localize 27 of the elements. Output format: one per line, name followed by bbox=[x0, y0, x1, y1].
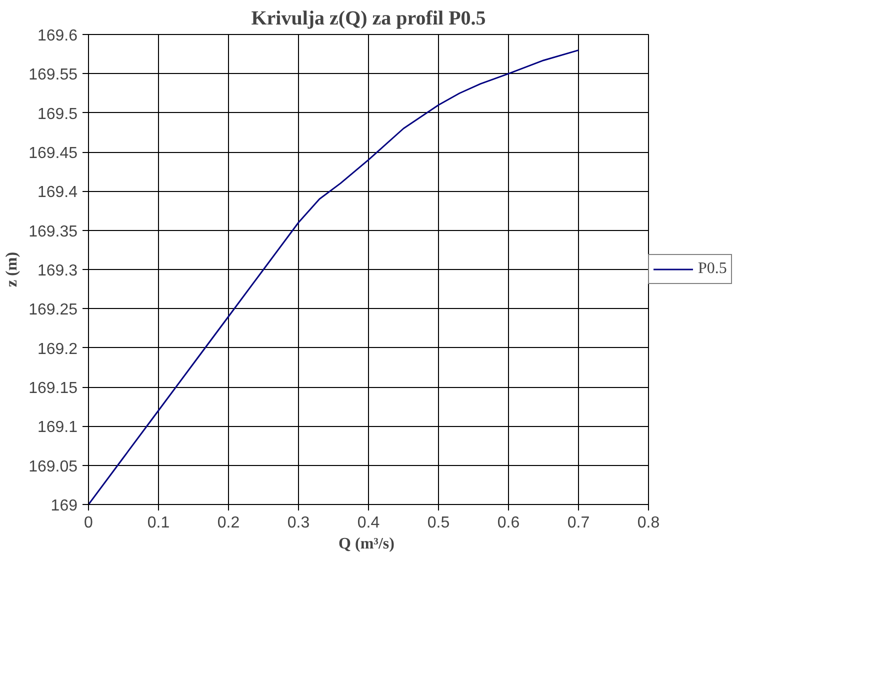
x-tick-label: 0.1 bbox=[147, 514, 170, 532]
x-tick-label: 0.6 bbox=[497, 514, 520, 532]
y-tick-label: 169.2 bbox=[37, 340, 78, 358]
x-tick-label: 0.5 bbox=[427, 514, 450, 532]
y-tick-label: 169.35 bbox=[28, 223, 78, 240]
y-tick-label: 169 bbox=[50, 498, 78, 514]
x-tick-label: 0.2 bbox=[217, 514, 240, 532]
y-tick-label: 169.45 bbox=[28, 145, 78, 162]
x-tick-label: 0 bbox=[84, 514, 94, 532]
y-tick-label: 169.55 bbox=[28, 66, 78, 84]
x-axis-title: Q (m³/s) bbox=[338, 536, 394, 552]
y-tick-label: 169.5 bbox=[37, 106, 78, 123]
y-tick-label: 169.6 bbox=[37, 28, 78, 44]
y-axis-title: z (m) bbox=[4, 252, 21, 288]
x-tick-label: 0.3 bbox=[287, 514, 310, 532]
line-series bbox=[88, 49, 580, 504]
y-tick-label: 169.15 bbox=[28, 380, 78, 397]
y-tick-label: 169.1 bbox=[37, 419, 78, 436]
chart-title: Krivulja z(Q) za profil P0.5 bbox=[251, 8, 486, 30]
y-tick-label: 169.25 bbox=[28, 302, 78, 319]
y-tick-label: 169.05 bbox=[28, 458, 78, 476]
legend-label: P0.5 bbox=[698, 260, 727, 278]
y-tick-label: 169.3 bbox=[37, 262, 78, 280]
x-tick-label: 0.4 bbox=[357, 514, 380, 532]
x-tick-label: 0.8 bbox=[637, 514, 660, 532]
y-tick-label: 169.4 bbox=[37, 184, 78, 202]
x-tick-label: 0.7 bbox=[567, 514, 590, 532]
